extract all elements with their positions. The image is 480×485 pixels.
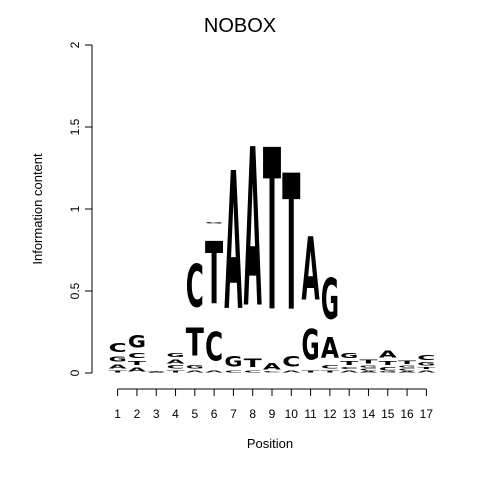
logo-letter-T-pos-13: T (340, 360, 358, 367)
logo-letter-G-pos-11: G (302, 321, 320, 370)
x-tick-label: 4 (172, 407, 179, 421)
logo-letter-C-pos-13: C (340, 367, 358, 370)
logo-letter-T-pos-15: T (379, 360, 397, 367)
logo-letter-C-pos-16: C (398, 368, 416, 371)
y-tick-label: 0.5 (68, 282, 82, 299)
logo-letter-A-pos-7: A (224, 132, 242, 352)
x-tick-label: 2 (134, 407, 141, 421)
x-tick-label: 3 (153, 407, 160, 421)
y-axis: 0 0.5 1 1.5 2 (68, 41, 92, 376)
logo-letter-T-pos-4: T (166, 370, 184, 373)
logo-letter-A-pos-17: A (417, 370, 435, 373)
logo-letter-G-pos-5: G (186, 365, 204, 370)
logo-letter-G-pos-2: G (128, 332, 146, 352)
logo-letter-A-pos-12: A (321, 333, 339, 366)
logo-letter-T-pos-6: T (205, 224, 223, 324)
y-tick-label: 1 (68, 205, 82, 212)
logo-letter-G-pos-17: G (417, 361, 435, 366)
logo-letter-A-pos-10: A (282, 370, 300, 373)
x-tick-label: 15 (381, 407, 395, 421)
chart-title: NOBOX (204, 15, 276, 37)
logo-letter-G-pos-6: G (205, 222, 223, 224)
logo-letter-T-pos-5: T (186, 321, 205, 365)
logo-letter-A-pos-5: A (186, 370, 204, 373)
logo-letter-C-pos-7: C (224, 370, 242, 373)
logo-letter-T-pos-14: T (359, 358, 377, 365)
logo-letter-T-pos-1: T (109, 370, 127, 373)
logo-letter-C-pos-14: C (359, 368, 377, 371)
logo-letter-C-pos-6: C (205, 324, 223, 369)
logo-letter-C-pos-15: C (379, 367, 397, 372)
x-tick-label: 6 (211, 407, 218, 421)
logo-letter-A-pos-15: A (379, 349, 397, 360)
logo-letter-A-pos-1: A (109, 363, 128, 370)
y-tick-label: 2 (68, 41, 82, 48)
x-tick-label: 12 (323, 407, 337, 421)
logo-letter-G-pos-12: G (321, 267, 339, 333)
logo-letter-C-pos-4: C (166, 365, 184, 370)
logo-letter-T-pos-10: T (282, 136, 300, 353)
y-tick-label: 0 (68, 369, 82, 376)
logo-letter-G-pos-14: G (359, 365, 377, 368)
logo-letter-G-pos-7: G (224, 354, 242, 370)
logo-letter-A-pos-4: A (166, 359, 185, 366)
logo-letter-A-pos-9: A (263, 362, 282, 372)
logo-letter-C-pos-5: C (186, 252, 204, 321)
logo-letter-T-pos-8: T (244, 357, 262, 370)
x-tick-label: 17 (420, 407, 434, 421)
logo-letter-C-pos-10: C (282, 353, 300, 370)
logo-letter-T-pos-12: T (321, 370, 339, 373)
x-tick-label: 14 (362, 407, 376, 421)
logo-letter-C-pos-2: C (128, 352, 146, 360)
logo-letter-G-pos-1: G (109, 355, 127, 363)
y-axis-label: Information content (30, 153, 45, 265)
logo-letter-G-pos-13: G (340, 352, 358, 360)
logo-letter-G-pos-16: G (398, 365, 416, 368)
x-tick-label: 13 (342, 407, 356, 421)
logo-letter-T-pos-17: T (417, 367, 435, 370)
logo-letter-T-pos-16: T (398, 360, 416, 365)
logo-letter-G-pos-4: G (166, 352, 184, 359)
x-tick-label: 5 (191, 407, 198, 421)
logo-letter-C-pos-17: C (417, 354, 435, 362)
x-axis-label: Position (247, 436, 293, 451)
x-tick-label: 1 (114, 407, 121, 421)
logo-letter-C-pos-8: C (244, 370, 262, 373)
y-tick-label: 1.5 (68, 118, 82, 135)
logo-letter-A-pos-16: A (398, 371, 416, 373)
logo-letter-A-pos-11: A (302, 220, 320, 321)
logo-letter-C-pos-12: C (321, 365, 339, 370)
logo-letter-A-pos-6: A (205, 370, 223, 373)
x-tick-label: 16 (400, 407, 414, 421)
logo-letter-A-pos-13: A (340, 370, 358, 373)
logo-letter-T-pos-9: T (263, 105, 281, 362)
x-tick-label: 8 (249, 407, 256, 421)
logo-letter-G-pos-15: G (379, 371, 397, 373)
x-tick-label: 10 (285, 407, 299, 421)
x-tick-label: 9 (269, 407, 276, 421)
logo-letter-A-pos-14: A (359, 371, 377, 373)
logo-letter-A-pos-8: A (244, 105, 262, 357)
logo-letter-T-pos-2: T (128, 360, 146, 367)
logo-letter-A-pos-2: A (128, 367, 147, 374)
logo-letter-T-pos-11: T (302, 370, 320, 373)
x-tick-label: 11 (304, 407, 317, 421)
logo-letter-C-pos-1: C (109, 340, 127, 355)
x-tick-label: 7 (230, 407, 237, 421)
